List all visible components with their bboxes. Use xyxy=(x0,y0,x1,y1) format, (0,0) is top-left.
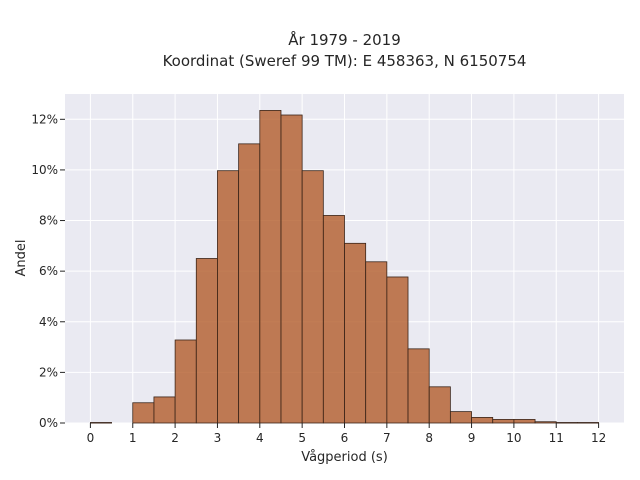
histogram-bar xyxy=(492,419,515,424)
x-tick-label: 2 xyxy=(171,431,179,445)
y-tick-label: 2% xyxy=(39,365,58,379)
x-axis-ticks: 0 1 2 3 4 5 6 7 8 9 10 11 12 xyxy=(87,423,606,445)
y-tick-label: 6% xyxy=(39,264,58,278)
chart-title-line1: År 1979 - 2019 xyxy=(288,30,401,49)
histogram-bar xyxy=(301,170,324,424)
x-tick-label: 1 xyxy=(129,431,137,445)
histogram-bar xyxy=(471,417,494,424)
histogram-bar xyxy=(90,422,112,424)
x-tick-label: 12 xyxy=(591,431,606,445)
histogram-bar xyxy=(577,422,599,424)
y-tick-label: 12% xyxy=(31,112,58,126)
histogram-bar xyxy=(280,114,303,424)
x-tick-label: 11 xyxy=(549,431,564,445)
y-tick-label: 4% xyxy=(39,315,58,329)
histogram-bar xyxy=(238,143,261,424)
histogram-bar xyxy=(449,411,472,424)
y-tick-label: 0% xyxy=(39,416,58,430)
histogram-bar xyxy=(534,421,557,424)
histogram-bar xyxy=(195,258,218,424)
histogram-bar xyxy=(407,348,430,424)
x-axis-label: Vågperiod (s) xyxy=(301,450,388,465)
x-tick-label: 9 xyxy=(468,431,476,445)
histogram-bar xyxy=(217,170,240,424)
histogram-bar xyxy=(132,402,155,424)
histogram-bar xyxy=(365,261,388,424)
y-tick-label: 8% xyxy=(39,214,58,228)
x-tick-label: 10 xyxy=(506,431,521,445)
bars xyxy=(90,110,599,424)
histogram-bar xyxy=(513,419,536,424)
x-tick-label: 7 xyxy=(383,431,391,445)
histogram-bar xyxy=(322,215,345,424)
y-axis-label: Andel xyxy=(14,240,29,277)
x-tick-label: 3 xyxy=(214,431,222,445)
histogram-bar xyxy=(174,339,197,424)
histogram-bar xyxy=(428,386,451,424)
x-tick-label: 4 xyxy=(256,431,264,445)
histogram-bar xyxy=(344,242,367,424)
x-tick-label: 0 xyxy=(87,431,95,445)
histogram-bar xyxy=(386,276,409,424)
y-tick-label: 10% xyxy=(31,163,58,177)
histogram-bar xyxy=(153,396,176,424)
x-tick-label: 8 xyxy=(425,431,433,445)
histogram-bar xyxy=(555,422,578,424)
x-tick-label: 5 xyxy=(298,431,306,445)
x-tick-label: 6 xyxy=(341,431,349,445)
histogram-bar xyxy=(259,110,282,424)
y-axis-ticks: 0% 2% 4% 6% 8% 10% 12% xyxy=(31,112,65,430)
chart-title-line2: Koordinat (Sweref 99 TM): E 458363, N 61… xyxy=(163,52,527,70)
